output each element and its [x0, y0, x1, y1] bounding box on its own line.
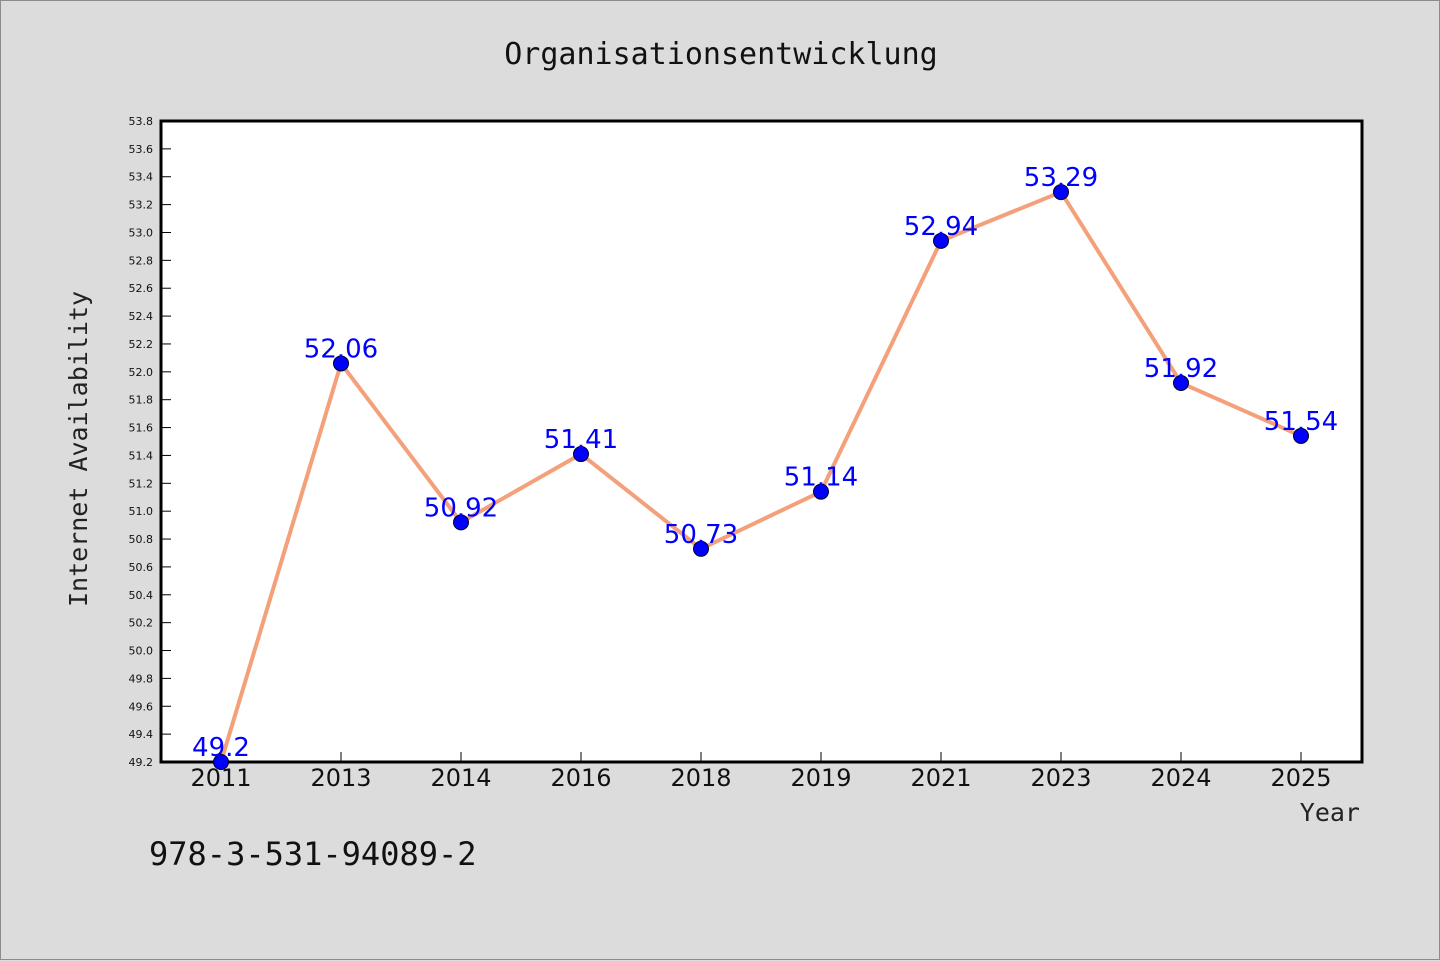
x-tick-label: 2023 [1030, 764, 1091, 792]
y-tick-label: 50.2 [129, 617, 154, 630]
data-point [453, 514, 469, 531]
data-label: 51.92 [1144, 354, 1218, 384]
data-label: 50.92 [424, 493, 498, 523]
data-label: 51.14 [784, 463, 858, 493]
y-tick-label: 53.0 [129, 226, 154, 239]
y-tick-label: 50.6 [129, 561, 154, 574]
data-point [1053, 184, 1069, 201]
data-point [933, 232, 949, 249]
y-tick-label: 50.4 [129, 589, 154, 602]
isbn-text: 978-3-531-94089-2 [149, 835, 477, 873]
y-tick-label: 52.6 [129, 282, 154, 295]
y-tick-label: 50.0 [129, 645, 154, 658]
y-tick-label: 49.4 [129, 728, 154, 741]
data-label: 51.41 [544, 425, 618, 455]
chart-title: Organisationsentwicklung [504, 37, 937, 72]
x-axis-label: Year [1300, 798, 1360, 827]
x-tick-label: 2014 [430, 764, 491, 792]
x-tick-label: 2021 [910, 764, 971, 792]
data-label: 52.94 [904, 212, 978, 242]
data-label: 53.29 [1024, 163, 1098, 193]
data-point [333, 355, 349, 372]
y-tick-label: 53.2 [129, 199, 154, 212]
y-tick-label: 51.8 [129, 394, 154, 407]
plot-area [159, 119, 1364, 764]
data-point [573, 446, 589, 463]
y-axis-label: Internet Availability [64, 291, 93, 607]
data-point [813, 483, 829, 500]
y-tick-label: 51.4 [129, 449, 154, 462]
y-axis: 49.2 49.4 49.6 49.8 50.0 50.2 50.4 50.6 50.8 51.0… [129, 115, 171, 769]
x-tick-label: 2018 [670, 764, 731, 792]
data-label: 50.73 [664, 520, 738, 550]
data-label: 52.06 [304, 334, 378, 364]
data-point [1293, 427, 1309, 444]
y-tick-label: 49.2 [129, 756, 154, 769]
y-tick-label: 50.8 [129, 533, 154, 546]
x-tick-label: 2013 [310, 764, 371, 792]
y-tick-label: 52.0 [129, 366, 154, 379]
y-tick-label: 53.6 [129, 143, 154, 156]
data-point [1173, 374, 1189, 391]
x-tick-label: 2016 [550, 764, 611, 792]
series-line [219, 190, 1302, 763]
y-tick-label: 53.4 [129, 171, 154, 184]
y-tick-label: 49.8 [129, 672, 154, 685]
y-tick-label: 52.4 [129, 310, 154, 323]
y-tick-label: 52.2 [129, 338, 154, 351]
y-tick-label: 53.8 [129, 115, 154, 128]
x-axis: 2011 2013 2014 2016 2018 2019 2021 2023 2024 2025 [190, 752, 1332, 792]
x-tick-label: 2025 [1270, 764, 1331, 792]
data-point [693, 540, 709, 557]
x-tick-label: 2019 [790, 764, 851, 792]
data-labels: 49.2 52.06 50.92 51.41 50.73 51.14 52.94 53.29 5… [192, 163, 1338, 763]
y-tick-label: 51.6 [129, 422, 154, 435]
y-tick-label: 51.2 [129, 477, 154, 490]
data-label: 49.2 [192, 733, 250, 763]
y-tick-label: 51.0 [129, 505, 154, 518]
y-tick-label: 49.6 [129, 700, 154, 713]
data-point [213, 754, 229, 770]
x-tick-label: 2024 [1150, 764, 1211, 792]
data-markers [213, 184, 1309, 770]
data-label: 51.54 [1264, 407, 1338, 437]
y-tick-label: 52.8 [129, 254, 154, 267]
